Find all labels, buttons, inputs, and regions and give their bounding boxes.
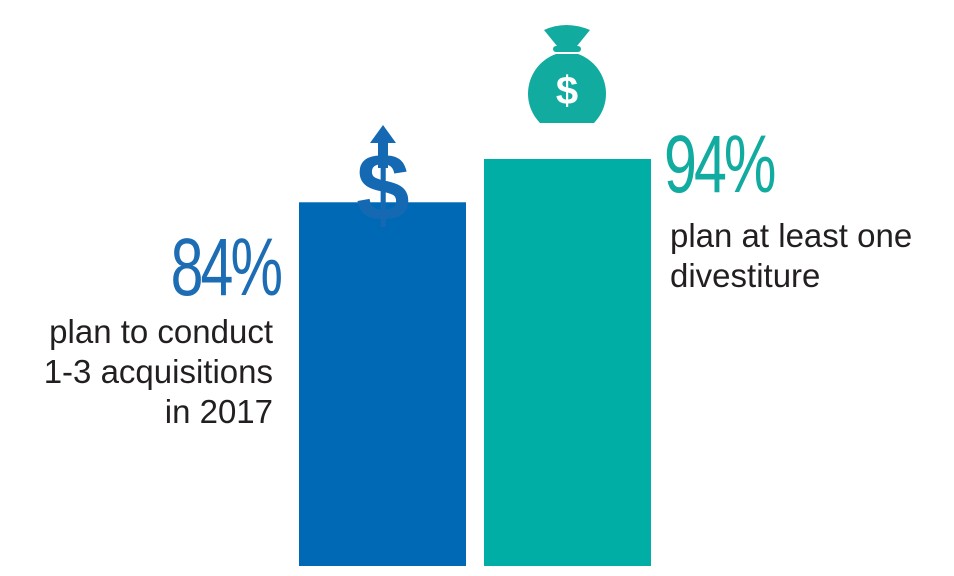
money-bag-icon: $ — [528, 25, 606, 123]
left-description-line: plan to conduct — [49, 313, 273, 350]
left-percentage-label: 84% — [170, 222, 282, 313]
bars-group — [299, 158, 651, 567]
left-description: plan to conduct 1-3 acquisitions in 2017 — [44, 312, 273, 432]
svg-text:$: $ — [556, 69, 578, 113]
bar-acquisitions — [299, 202, 466, 566]
left-description-line: 1-3 acquisitions — [43, 353, 273, 390]
svg-text:$: $ — [356, 134, 409, 241]
dollar-up-arrow-icon: $ — [356, 125, 410, 241]
left-description-line: in 2017 — [164, 393, 273, 430]
right-percentage-label: 94% — [664, 119, 776, 210]
right-description: plan at least one divestiture — [670, 216, 912, 296]
right-description-line: divestiture — [670, 257, 821, 294]
right-description-line: plan at least one — [670, 217, 913, 254]
bar-divestiture — [484, 158, 651, 567]
